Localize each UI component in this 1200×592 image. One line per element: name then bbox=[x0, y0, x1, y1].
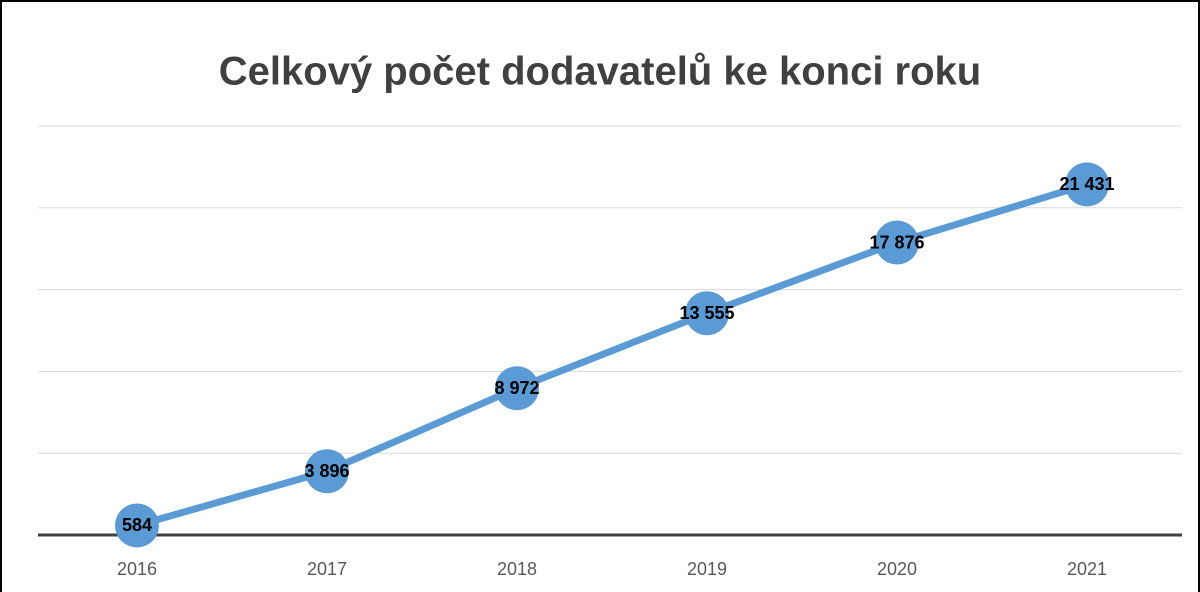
point-marker bbox=[685, 291, 729, 336]
x-tick-label: 2020 bbox=[877, 559, 917, 579]
x-tick-label: 2017 bbox=[307, 559, 347, 579]
point-marker bbox=[305, 449, 349, 494]
x-tick-label: 2021 bbox=[1067, 559, 1107, 579]
point-marker bbox=[875, 220, 919, 265]
point-marker bbox=[1065, 162, 1109, 207]
point-marker bbox=[495, 366, 539, 411]
series-line bbox=[136, 181, 1089, 529]
x-tick-label: 2019 bbox=[687, 559, 727, 579]
x-tick-label: 2018 bbox=[497, 559, 537, 579]
data-label: 13 555 bbox=[679, 303, 734, 323]
data-label: 21 431 bbox=[1059, 174, 1114, 194]
chart-title: Celkový počet dodavatelů ke konci roku bbox=[219, 50, 981, 94]
data-label: 8 972 bbox=[494, 378, 539, 398]
data-label: 584 bbox=[122, 515, 152, 535]
data-label: 3 896 bbox=[304, 461, 349, 481]
data-label: 17 876 bbox=[869, 232, 924, 252]
x-tick-label: 2016 bbox=[117, 559, 157, 579]
point-marker bbox=[115, 503, 159, 548]
